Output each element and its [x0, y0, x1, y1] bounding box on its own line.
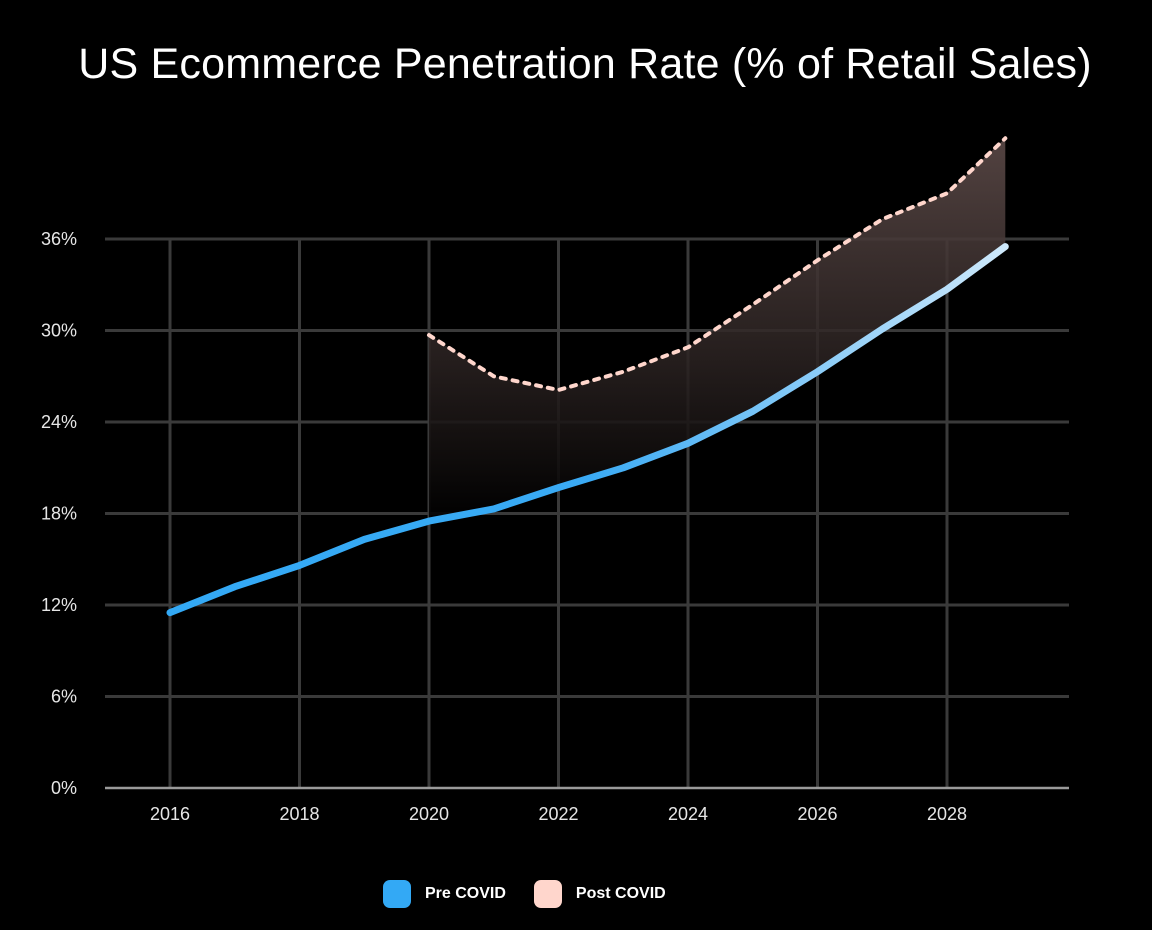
- y-tick-label: 24%: [41, 412, 77, 432]
- legend-item-pre-covid[interactable]: Pre COVID: [383, 880, 506, 908]
- legend-swatch-post-covid: [533, 880, 562, 908]
- x-tick-label: 2022: [538, 804, 578, 824]
- x-tick-label: 2024: [668, 804, 708, 824]
- x-tick-label: 2026: [797, 804, 837, 824]
- legend-label-pre-covid: Pre COVID: [425, 885, 506, 902]
- legend-swatch-pre-covid: [383, 880, 411, 908]
- x-tick-label: 2020: [409, 804, 449, 824]
- chart-title: US Ecommerce Penetration Rate (% of Reta…: [78, 40, 1092, 88]
- legend-label-post-covid: Post COVID: [575, 885, 666, 902]
- axes: 0% 6% 12% 18% 24% 30% 36% 2016 2018 2020 2022 2024 2…: [41, 229, 1069, 824]
- series-line-pre-covid: [166, 243, 1009, 617]
- y-tick-label: 36%: [41, 229, 77, 249]
- series-line-post-covid: [427, 136, 1008, 392]
- x-tick-label: 2016: [150, 804, 190, 824]
- y-tick-label: 6%: [51, 687, 77, 707]
- y-tick-label: 12%: [41, 595, 77, 615]
- y-tick-label: 0%: [51, 778, 77, 798]
- x-tick-label: 2018: [279, 804, 319, 824]
- grid: [105, 237, 1069, 788]
- y-tick-label: 18%: [41, 504, 77, 524]
- series: [166, 136, 1009, 617]
- x-tick-label: 2028: [927, 804, 967, 824]
- legend-item-post-covid[interactable]: Post COVID: [533, 880, 666, 908]
- legend: Pre COVID Post COVID: [383, 880, 694, 908]
- y-tick-label: 30%: [41, 321, 77, 341]
